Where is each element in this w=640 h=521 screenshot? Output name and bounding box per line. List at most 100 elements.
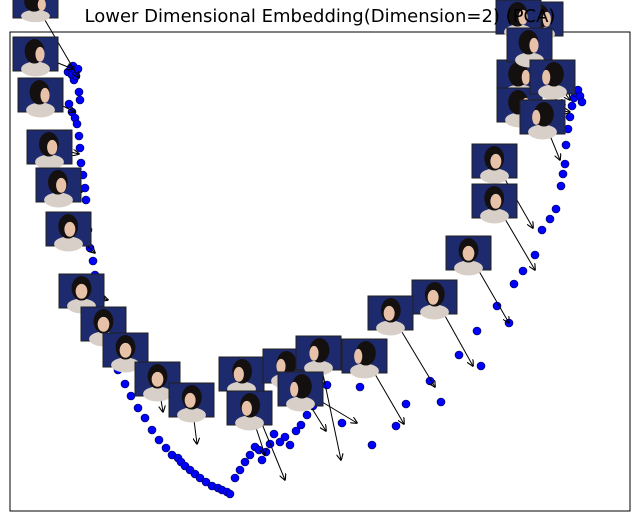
data-point <box>355 382 365 392</box>
thumbnail-face <box>490 193 502 209</box>
thumbnail-shirt <box>54 236 83 252</box>
data-point <box>81 195 91 205</box>
thumbnail-face <box>354 348 363 364</box>
data-point <box>72 119 82 129</box>
data-point <box>230 473 240 483</box>
data-point <box>64 99 74 109</box>
face-thumbnail <box>341 338 388 379</box>
data-point <box>537 225 547 235</box>
face-thumbnail <box>102 332 149 373</box>
data-point <box>269 429 279 439</box>
data-point <box>476 361 486 371</box>
data-point <box>126 391 136 401</box>
thumbnail-shirt <box>235 415 264 431</box>
data-point <box>551 204 561 214</box>
thumbnail-shirt <box>350 363 379 379</box>
data-point <box>391 421 401 431</box>
thumbnail-face <box>427 289 439 305</box>
data-point <box>291 426 301 436</box>
thumbnail-shirt <box>21 61 50 77</box>
thumbnail-shirt <box>177 407 206 423</box>
data-point <box>76 158 86 168</box>
data-point <box>509 279 519 289</box>
face-thumbnail <box>12 0 59 23</box>
thumbnail-face <box>529 37 539 53</box>
face-thumbnail <box>58 273 105 314</box>
thumbnail-shirt <box>26 102 55 118</box>
thumbnails-layer <box>12 0 576 431</box>
face-thumbnail <box>367 295 414 336</box>
thumbnail-face <box>47 139 58 155</box>
data-point <box>154 435 164 445</box>
thumbnail-shirt <box>538 84 567 100</box>
face-thumbnail <box>17 77 64 118</box>
data-point <box>296 420 306 430</box>
data-point <box>556 181 566 191</box>
face-thumbnail <box>35 167 82 208</box>
thumbnail-shirt <box>454 260 483 276</box>
thumbnail-face <box>119 342 132 358</box>
thumbnail-face <box>75 283 88 299</box>
thumbnail-face <box>462 245 475 261</box>
data-point <box>545 214 555 224</box>
data-point <box>201 477 211 487</box>
thumbnail-face <box>521 69 530 85</box>
data-point <box>88 256 98 266</box>
data-point <box>75 143 85 153</box>
thumbnail-shirt <box>420 304 449 320</box>
face-thumbnail <box>45 211 92 252</box>
face-thumbnail <box>471 183 518 224</box>
data-point <box>140 413 150 423</box>
thumbnail-face <box>233 366 244 382</box>
data-point <box>560 159 570 169</box>
face-thumbnail <box>529 59 576 100</box>
data-point <box>302 410 312 420</box>
thumbnail-shirt <box>480 168 509 184</box>
data-point <box>337 418 347 428</box>
thumbnail-shirt <box>143 386 172 402</box>
thumbnail-face <box>35 46 45 62</box>
thumbnail-face <box>290 381 299 397</box>
face-thumbnail <box>26 129 73 170</box>
data-point <box>280 432 290 442</box>
thumbnail-face <box>40 87 50 103</box>
thumbnail-face <box>184 392 196 408</box>
plot-frame <box>9 31 631 512</box>
face-thumbnail <box>445 235 492 276</box>
data-point <box>472 326 482 336</box>
data-point <box>518 266 528 276</box>
thumbnail-face <box>309 345 319 361</box>
thumbnail-shirt <box>111 357 140 373</box>
thumbnail-face <box>542 11 551 27</box>
data-point <box>561 140 571 150</box>
face-thumbnail <box>295 335 342 376</box>
data-point <box>80 183 90 193</box>
thumbnail-shirt <box>480 208 509 224</box>
data-point <box>147 425 157 435</box>
data-point <box>401 399 411 409</box>
data-point <box>195 473 205 483</box>
data-point <box>225 489 235 499</box>
data-point <box>75 95 85 105</box>
thumbnail-face <box>542 69 551 85</box>
data-point <box>245 450 255 460</box>
data-point <box>558 169 568 179</box>
data-point <box>240 457 250 467</box>
face-thumbnail <box>277 371 324 412</box>
thumbnail-face <box>276 358 286 374</box>
thumbnail-shirt <box>376 320 405 336</box>
thumbnail-face <box>97 316 110 332</box>
data-point <box>577 97 587 107</box>
thumbnail-face <box>532 109 541 125</box>
thumbnail-face <box>383 305 395 321</box>
thumbnail-face <box>56 177 67 193</box>
data-point <box>367 440 377 450</box>
data-point <box>74 131 84 141</box>
thumbnail-shirt <box>286 396 315 412</box>
thumbnail-face <box>151 371 164 387</box>
thumbnail-shirt <box>35 154 64 170</box>
chart-title: Lower Dimensional Embedding(Dimension=2)… <box>84 6 556 27</box>
data-point <box>454 350 464 360</box>
data-point <box>235 465 245 475</box>
thumbnail-shirt <box>528 124 557 140</box>
